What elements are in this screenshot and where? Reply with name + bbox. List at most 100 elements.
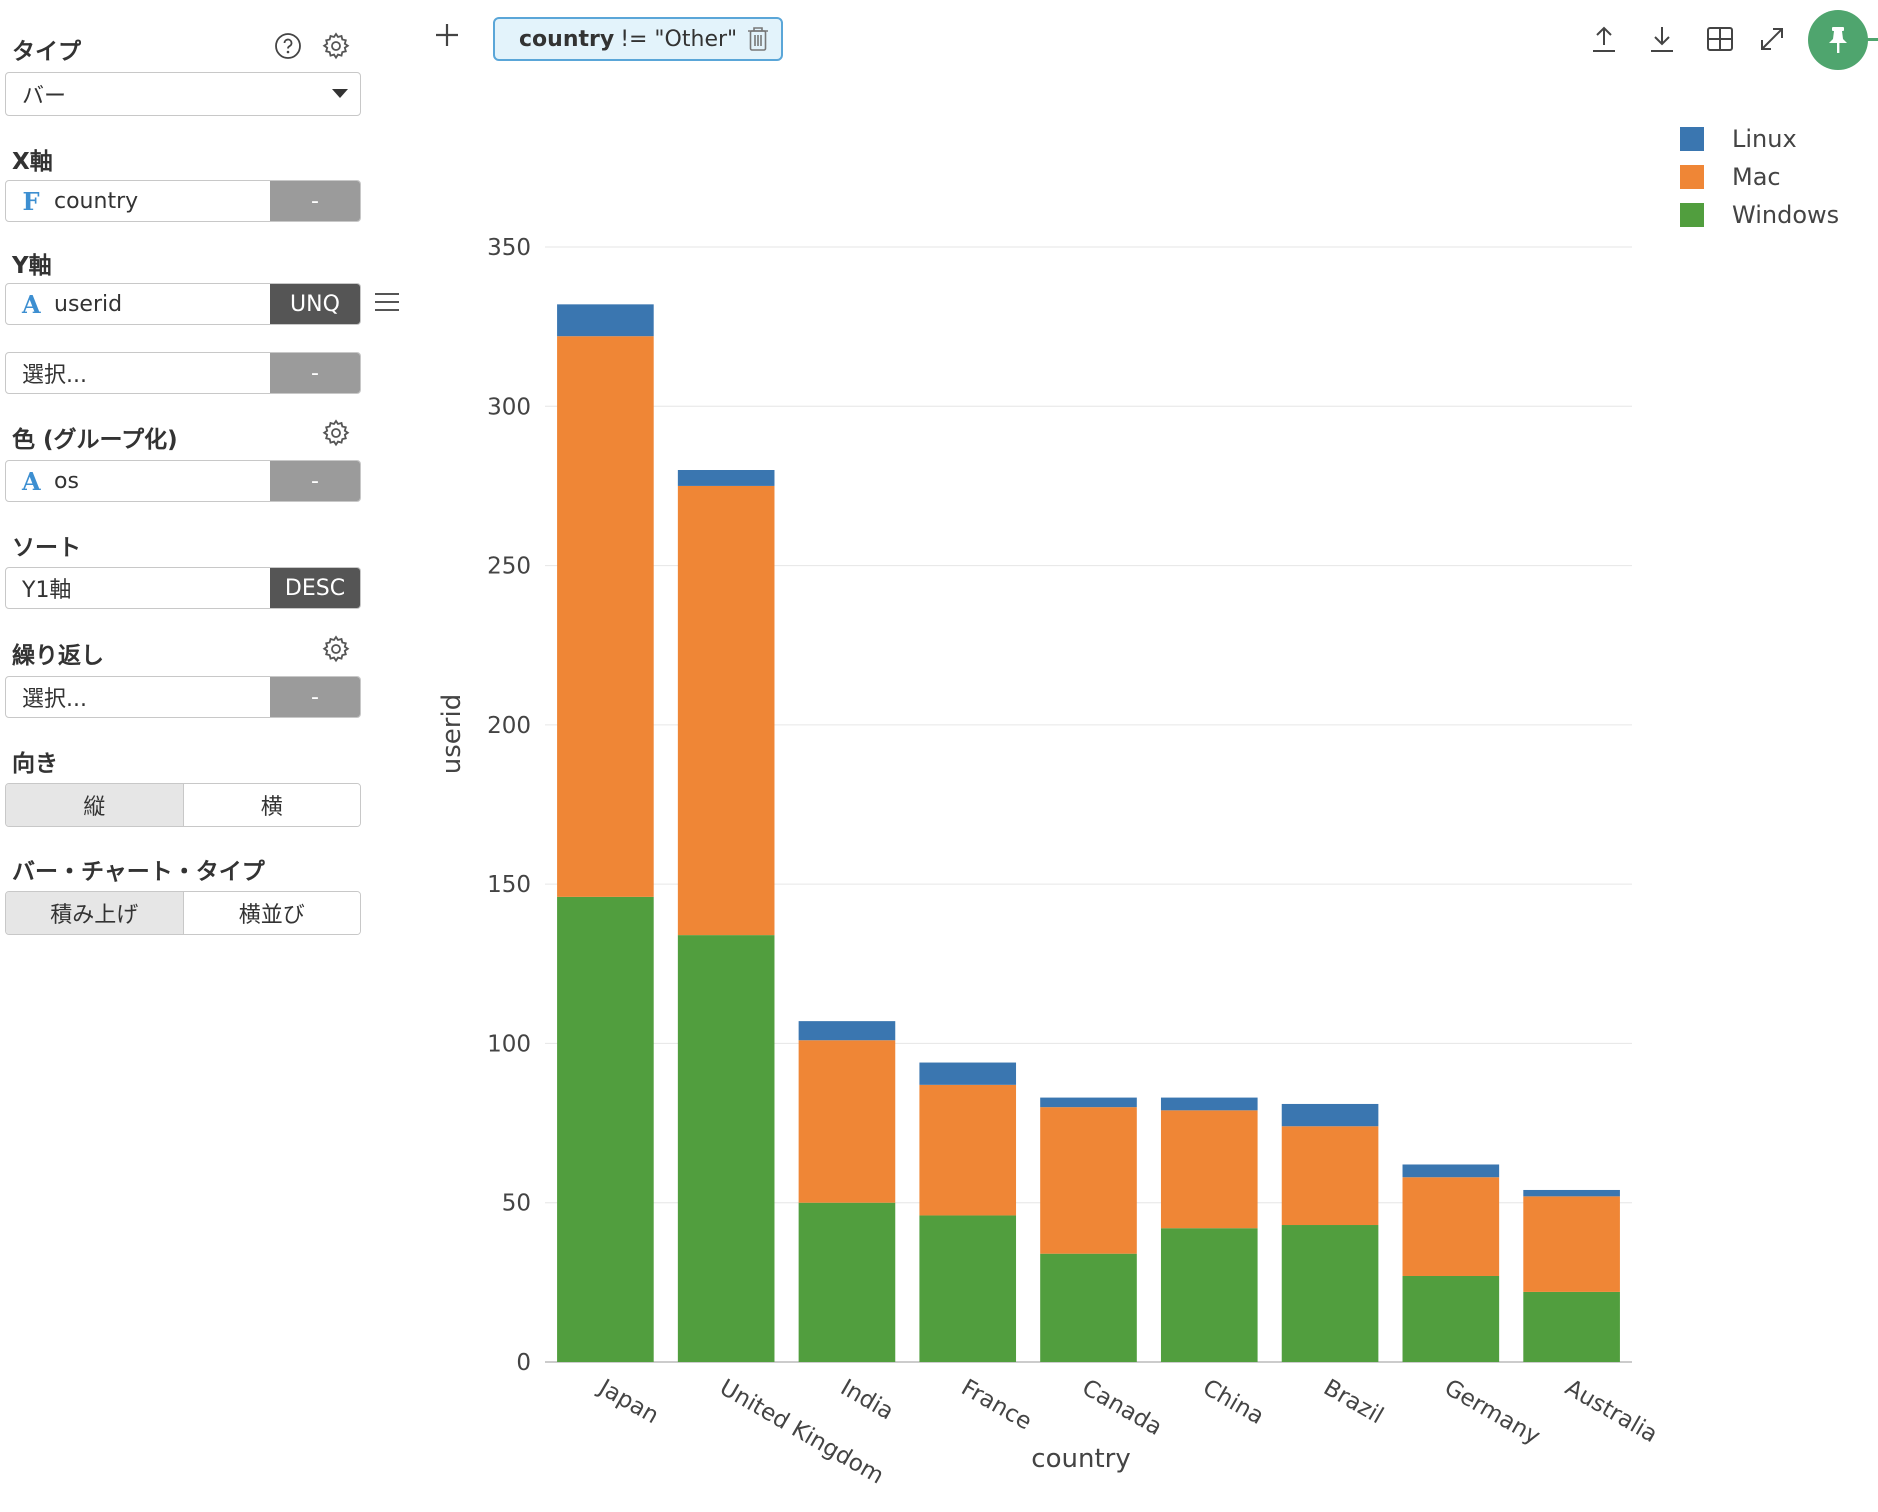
repeat-agg-button[interactable]: - [270, 677, 360, 717]
pin-connector [1866, 38, 1878, 41]
y-axis-agg-button[interactable]: UNQ [270, 284, 360, 324]
color-field[interactable]: A os - [5, 460, 361, 502]
bar-mac-japan[interactable] [557, 336, 654, 897]
bar-mac-germany[interactable] [1402, 1177, 1500, 1276]
bar-linux-brazil[interactable] [1281, 1103, 1379, 1127]
repeat-field[interactable]: 選択... - [5, 676, 361, 718]
bar-windows-canada[interactable] [1040, 1253, 1137, 1362]
bar-windows-china[interactable] [1160, 1228, 1258, 1362]
legend-item-windows[interactable]: Windows [1680, 196, 1839, 234]
legend-label-linux: Linux [1732, 125, 1797, 153]
bar-mac-india[interactable] [798, 1040, 896, 1203]
trash-icon[interactable] [747, 26, 769, 52]
bar-type-stacked[interactable]: 積み上げ [6, 892, 183, 934]
bar-linux-france[interactable] [919, 1062, 1017, 1085]
y-tick-label: 250 [487, 554, 531, 580]
legend-label-windows: Windows [1732, 201, 1840, 229]
x-axis-agg-button[interactable]: - [270, 181, 360, 221]
y-tick-label: 350 [487, 235, 531, 261]
bar-linux-australia[interactable] [1523, 1189, 1620, 1197]
pin-icon [1829, 27, 1847, 53]
filter-chip[interactable]: country != "Other" [493, 17, 784, 61]
bar-linux-germany[interactable] [1402, 1164, 1500, 1178]
sort-field[interactable]: Y1軸 DESC [5, 567, 361, 609]
bar-mac-brazil[interactable] [1281, 1126, 1379, 1226]
sort-label: ソート [12, 535, 81, 561]
repeat-placeholder: 選択... [22, 687, 87, 712]
bar-windows-germany[interactable] [1402, 1275, 1500, 1362]
repeat-gear-icon[interactable] [319, 632, 353, 666]
factor-type-icon: F [22, 186, 40, 216]
legend-swatch-windows [1680, 203, 1704, 227]
x-tick-label: France [957, 1375, 1036, 1436]
x-axis-field[interactable]: F country - [5, 180, 361, 222]
bar-mac-canada[interactable] [1040, 1107, 1137, 1254]
y-tick-label: 200 [487, 713, 531, 739]
y-tick-label: 100 [487, 1031, 531, 1057]
orientation-toggle: 縦 横 [5, 783, 361, 827]
x-axis-column: country [54, 188, 139, 214]
bar-mac-australia[interactable] [1523, 1196, 1620, 1292]
upload-icon[interactable] [1586, 21, 1622, 57]
y-tick-label: 150 [487, 872, 531, 898]
color-column: os [54, 468, 79, 494]
repeat-label: 繰り返し [12, 643, 104, 669]
bar-windows-india[interactable] [798, 1202, 896, 1362]
bar-mac-china[interactable] [1160, 1110, 1258, 1229]
y-tick-label: 50 [502, 1191, 531, 1217]
bar-windows-france[interactable] [919, 1215, 1017, 1362]
bar-mac-united-kingdom[interactable] [677, 485, 775, 936]
legend-swatch-linux [1680, 127, 1704, 151]
legend-label-mac: Mac [1732, 163, 1781, 191]
type-gear-icon[interactable] [319, 29, 353, 63]
y-axis-field[interactable]: A userid UNQ [5, 283, 361, 325]
filter-field: country [519, 26, 615, 52]
expand-icon[interactable] [1754, 21, 1790, 57]
bar-linux-canada[interactable] [1040, 1097, 1137, 1108]
bar-linux-united-kingdom[interactable] [677, 470, 775, 486]
download-icon[interactable] [1644, 21, 1680, 57]
x-tick-label: India [836, 1375, 898, 1426]
legend-item-mac[interactable]: Mac [1680, 158, 1839, 196]
filter-condition: != "Other" [620, 26, 738, 52]
x-tick-label: Brazil [1319, 1375, 1388, 1430]
chart-type-select[interactable]: バー [5, 72, 361, 116]
x-tick-label: Japan [593, 1374, 663, 1430]
bar-linux-china[interactable] [1160, 1097, 1258, 1111]
bar-windows-japan[interactable] [557, 896, 654, 1362]
character-type-icon: A [22, 466, 41, 496]
orientation-horizontal[interactable]: 横 [182, 784, 360, 826]
y2-axis-field[interactable]: 選択... - [5, 352, 361, 394]
x-tick-label: China [1198, 1375, 1268, 1430]
character-type-icon: A [22, 289, 41, 319]
pin-button[interactable] [1808, 10, 1868, 70]
chart-type-value: バー [22, 84, 67, 109]
y-axis-column: userid [54, 291, 123, 317]
color-agg-button[interactable]: - [270, 461, 360, 501]
help-circle-icon[interactable] [271, 29, 305, 63]
x-tick-label: Germany [1440, 1375, 1545, 1450]
bar-type-label: バー・チャート・タイプ [12, 859, 265, 885]
bar-type-toggle: 積み上げ 横並び [5, 891, 361, 935]
color-label: 色 (グループ化) [12, 427, 178, 453]
bar-windows-australia[interactable] [1523, 1291, 1620, 1362]
type-label: タイプ [12, 39, 81, 65]
x-axis-label: X軸 [12, 149, 53, 175]
menu-icon[interactable] [370, 285, 404, 319]
y-tick-label: 0 [516, 1350, 531, 1376]
y2-axis-agg-button[interactable]: - [270, 353, 360, 393]
bar-linux-india[interactable] [798, 1021, 896, 1041]
orientation-vertical[interactable]: 縦 [6, 784, 183, 826]
x-axis-title: country [1031, 1444, 1130, 1474]
sort-order-button[interactable]: DESC [270, 568, 360, 608]
bar-windows-united-kingdom[interactable] [677, 935, 775, 1362]
add-filter-button[interactable] [430, 18, 464, 52]
legend-item-linux[interactable]: Linux [1680, 120, 1839, 158]
bar-windows-brazil[interactable] [1281, 1225, 1379, 1362]
color-gear-icon[interactable] [319, 416, 353, 450]
bar-linux-japan[interactable] [557, 304, 654, 337]
table-icon[interactable] [1702, 21, 1738, 57]
chevron-down-icon [332, 89, 348, 98]
bar-type-grouped[interactable]: 横並び [182, 892, 360, 934]
bar-mac-france[interactable] [919, 1084, 1017, 1216]
